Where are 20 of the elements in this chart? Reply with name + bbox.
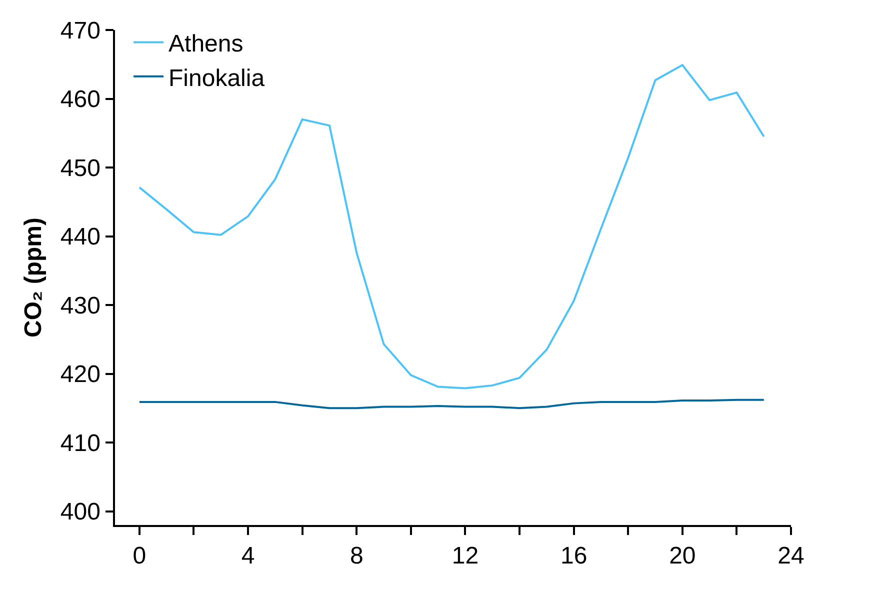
- x-tick-label: 20: [669, 542, 696, 570]
- y-tick-label: 410: [60, 430, 100, 457]
- y-tick-label: 440: [60, 224, 100, 251]
- y-tick-label: 450: [60, 154, 100, 182]
- line-series: [138, 64, 765, 390]
- x-tick-label: 4: [241, 542, 255, 570]
- legend-label: Finokalia: [168, 64, 266, 92]
- x-tick-label: 8: [350, 542, 364, 570]
- y-tick-label: 430: [60, 292, 100, 320]
- y-tick-label: 460: [60, 86, 100, 114]
- x-tick-label: 12: [452, 542, 479, 570]
- y-tick-label: 400: [60, 498, 100, 526]
- x-tick-label: 24: [778, 542, 804, 570]
- y-tick-label: 470: [60, 17, 100, 44]
- line-series: [138, 398, 765, 410]
- legend-label: Athens: [168, 30, 244, 58]
- y-tick-label: 420: [60, 361, 100, 388]
- y-axis-title: CO₂ (ppm): [20, 218, 48, 338]
- x-tick-label: 16: [560, 542, 588, 570]
- x-tick-label: 0: [132, 542, 146, 570]
